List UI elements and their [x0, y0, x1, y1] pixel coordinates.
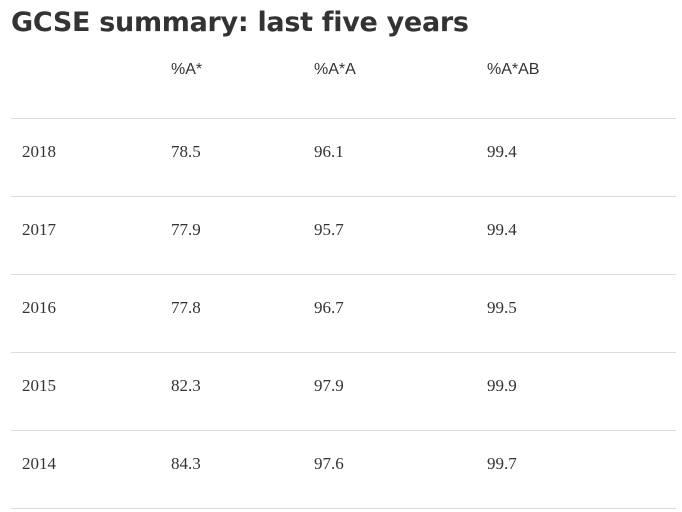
a-star-cell: 77.9	[171, 220, 201, 239]
page-title: GCSE summary: last five years	[11, 7, 469, 38]
table-row: 2017 77.9 95.7 99.4	[11, 197, 676, 275]
a-star-cell: 77.8	[171, 298, 201, 317]
a-star-ab-cell: 99.5	[487, 298, 517, 317]
table-row: 2015 82.3 97.9 99.9	[11, 353, 676, 431]
a-star-ab-cell: 99.9	[487, 376, 517, 395]
table-header-row: %A* %A*A %A*AB	[11, 56, 676, 119]
header-a-star-ab: %A*AB	[487, 61, 540, 78]
year-cell: 2015	[22, 376, 56, 395]
year-cell: 2014	[22, 454, 56, 473]
a-star-ab-cell: 99.4	[487, 220, 517, 239]
year-cell: 2016	[22, 298, 56, 317]
a-star-cell: 84.3	[171, 454, 201, 473]
a-star-cell: 78.5	[171, 142, 201, 161]
a-star-a-cell: 96.7	[314, 298, 344, 317]
a-star-ab-cell: 99.4	[487, 142, 517, 161]
a-star-cell: 82.3	[171, 376, 201, 395]
header-a-star-a: %A*A	[314, 61, 356, 78]
table-row: 2014 84.3 97.6 99.7	[11, 431, 676, 509]
a-star-a-cell: 97.9	[314, 376, 344, 395]
a-star-ab-cell: 99.7	[487, 454, 517, 473]
year-cell: 2017	[22, 220, 56, 239]
results-table: %A* %A*A %A*AB 2018 78.5 96.1 99.4 2017 …	[11, 56, 676, 509]
year-cell: 2018	[22, 142, 56, 161]
table-row: 2016 77.8 96.7 99.5	[11, 275, 676, 353]
a-star-a-cell: 97.6	[314, 454, 344, 473]
a-star-a-cell: 96.1	[314, 142, 344, 161]
header-a-star: %A*	[171, 61, 203, 78]
table-row: 2018 78.5 96.1 99.4	[11, 119, 676, 197]
a-star-a-cell: 95.7	[314, 220, 344, 239]
